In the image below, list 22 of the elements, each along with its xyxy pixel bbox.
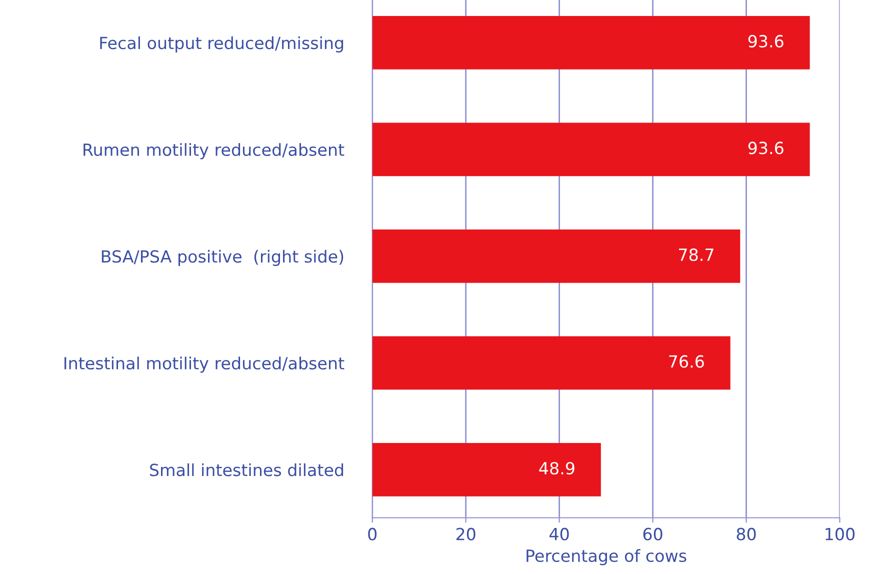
bar xyxy=(372,230,740,283)
x-tick-label: 60 xyxy=(643,528,662,540)
data-label: 93.6 xyxy=(748,34,784,48)
x-tick-label: 40 xyxy=(550,528,569,540)
y-tick-label: BSA/PSA positive (right side) xyxy=(102,250,344,266)
x-tick-label: 80 xyxy=(736,528,756,540)
bar xyxy=(372,443,601,496)
x-tick-label: 100 xyxy=(826,528,855,540)
bar xyxy=(372,16,810,70)
data-label: 76.6 xyxy=(669,355,704,368)
x-axis-title: Percentage of cows xyxy=(526,549,686,566)
y-tick-label: Rumen motility reduced/absent xyxy=(84,143,344,160)
y-tick-label: Small intestines dilated xyxy=(150,463,344,476)
y-tick-label: Intestinal motility reduced/absent xyxy=(64,356,344,373)
data-label: 48.9 xyxy=(539,462,574,475)
data-label: 78.7 xyxy=(679,248,714,262)
x-tick-label: 20 xyxy=(456,528,476,540)
bar xyxy=(372,336,730,390)
data-label: 93.6 xyxy=(748,142,784,154)
y-tick-label: Fecal output reduced/missing xyxy=(100,36,344,52)
bar xyxy=(372,122,810,176)
x-tick-label: 0 xyxy=(368,528,377,540)
